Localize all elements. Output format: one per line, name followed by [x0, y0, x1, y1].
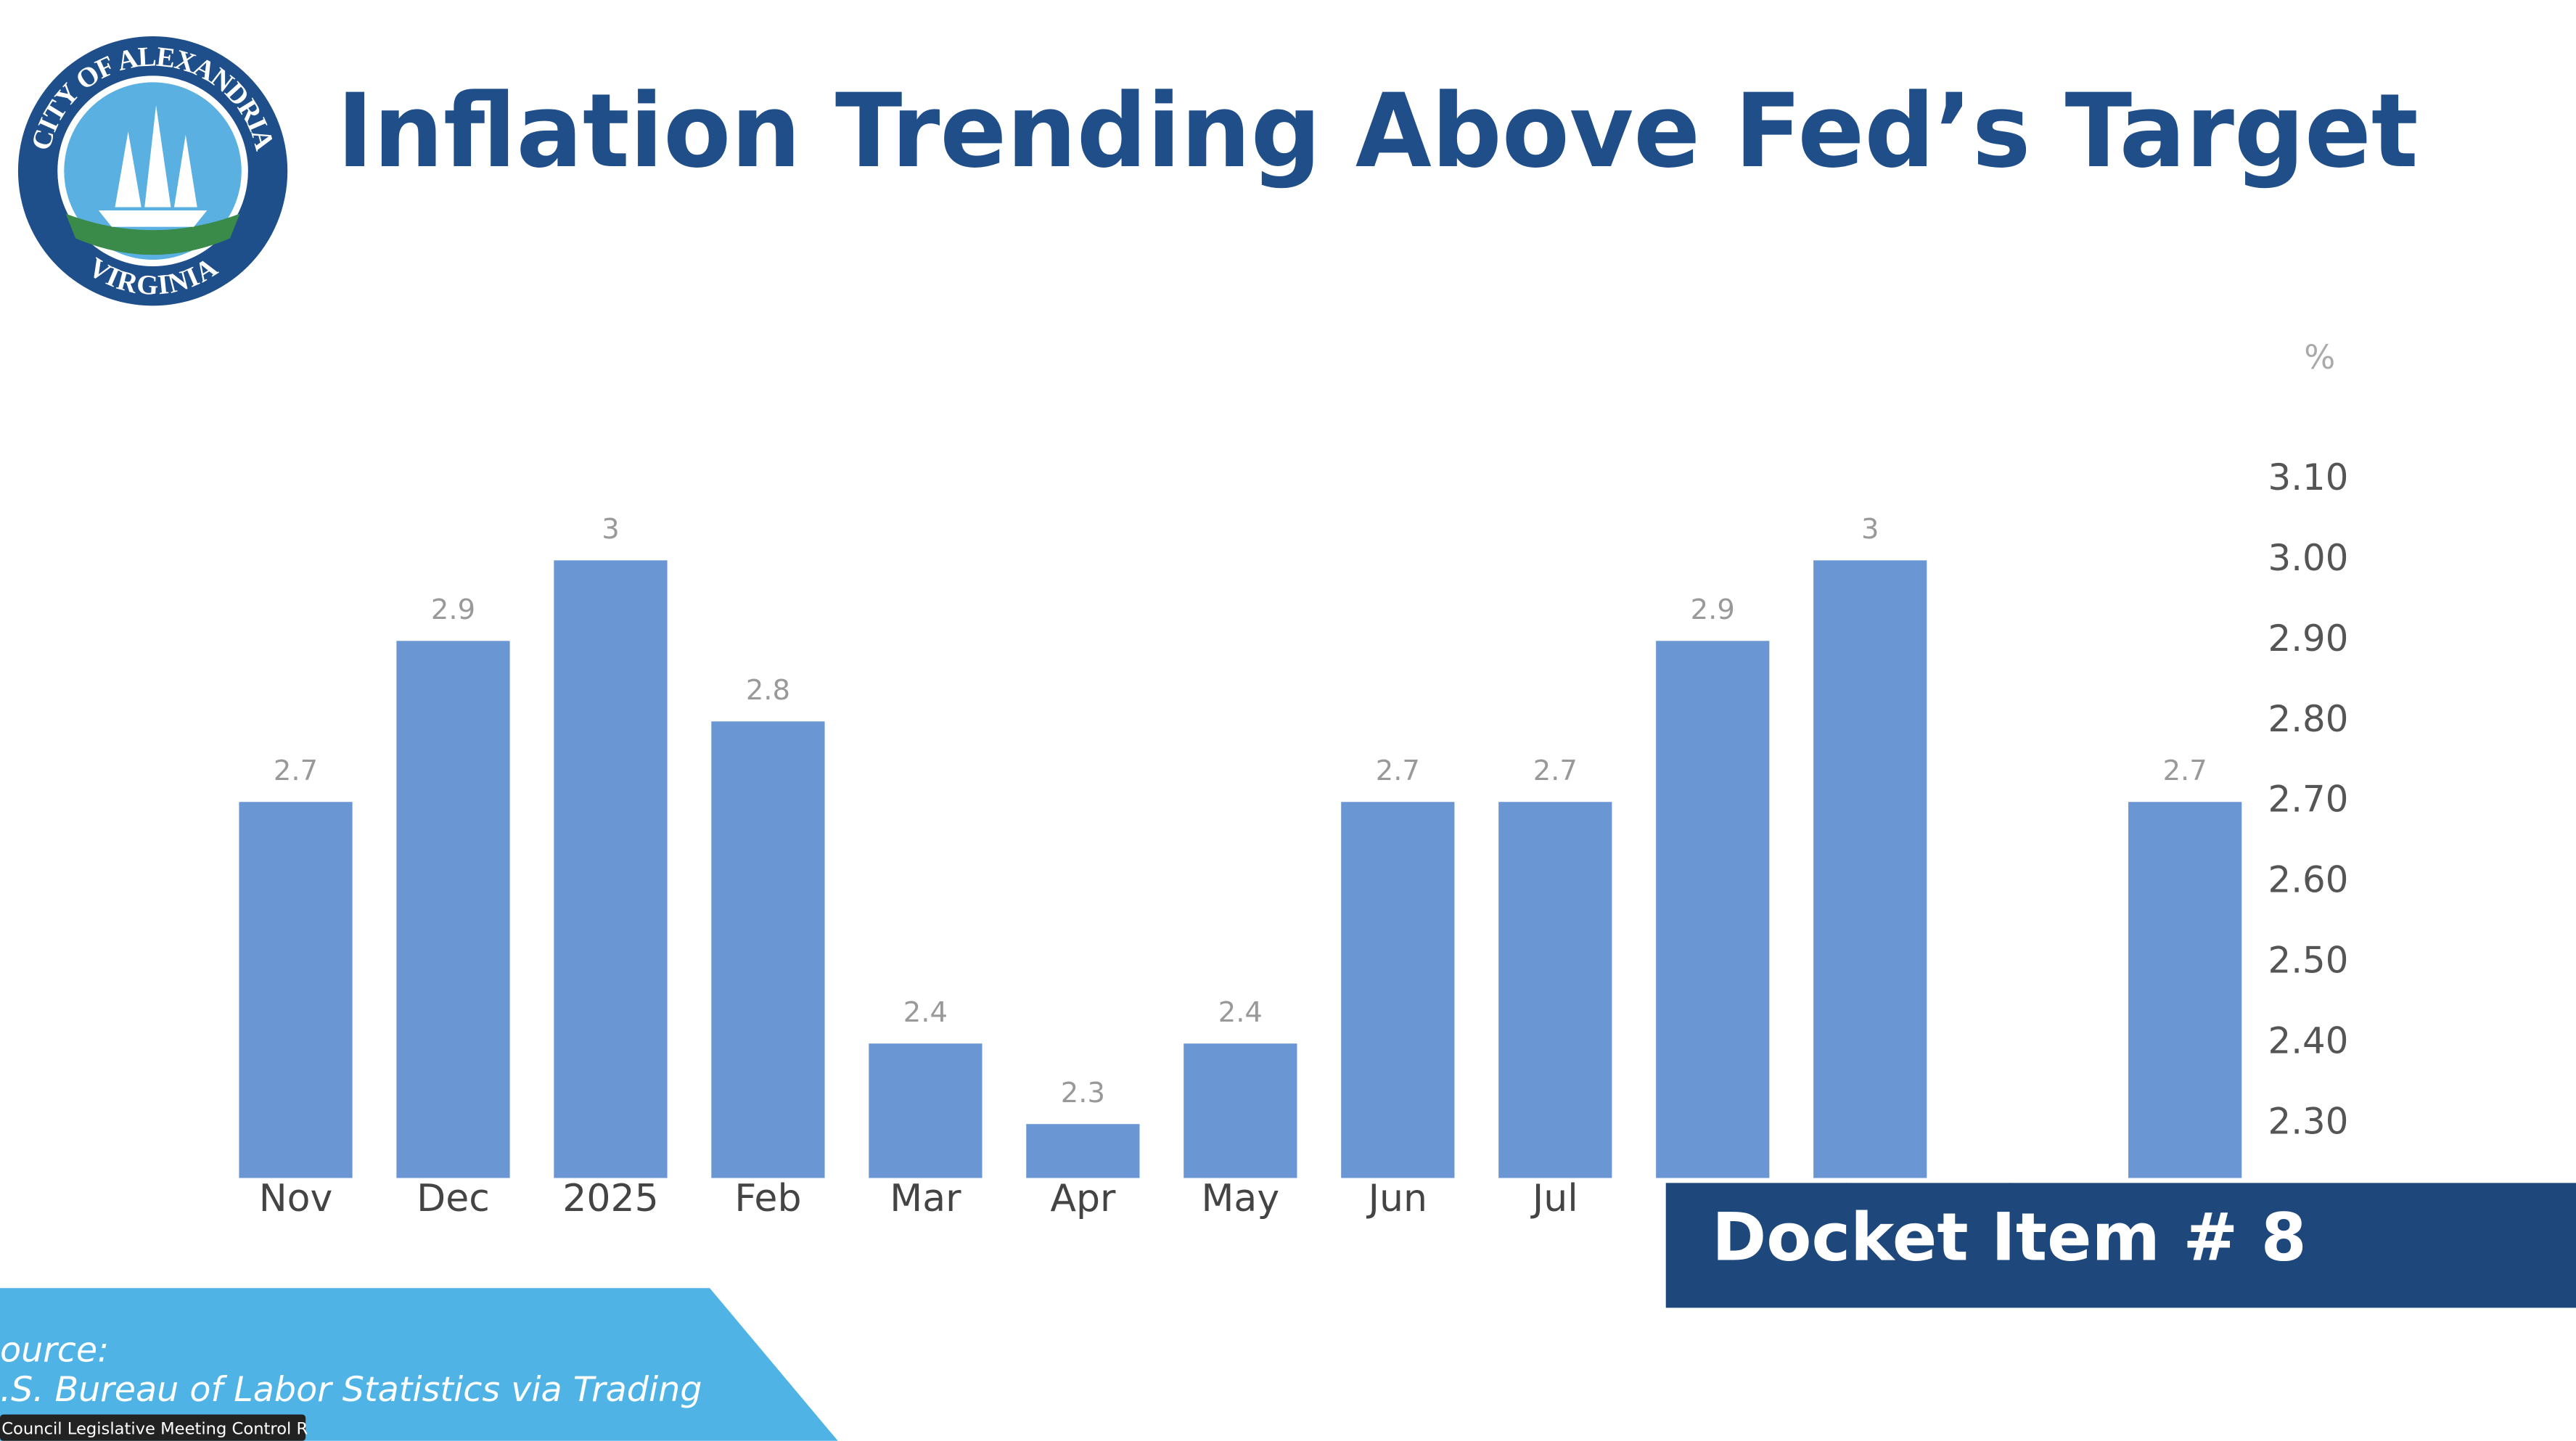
- bar: [1813, 560, 1927, 1178]
- docket-text: Docket Item # 8: [1712, 1200, 2307, 1276]
- caption: Council Legislative Meeting Control R: [1, 1419, 308, 1438]
- bar: [1184, 1043, 1297, 1178]
- plot: 2.30 2.40 2.50 2.60 2.70 2.80 2.90 3.00 3.10 Nov 2…: [239, 456, 2348, 1220]
- logo-waves: [65, 213, 240, 255]
- y-tick-label: 2.70: [2268, 779, 2349, 821]
- value-label: 2.4: [1218, 996, 1263, 1029]
- value-label: 2.7: [1533, 755, 1578, 787]
- source-band: [0, 1288, 838, 1441]
- y-axis-label: %: [2304, 338, 2335, 377]
- overlays: Docket Item # 8 ource: .S. Bureau of Lab…: [0, 1183, 2576, 1441]
- value-label: 2.8: [746, 674, 790, 707]
- y-tick-label: 2.90: [2268, 617, 2349, 660]
- bar: [1026, 1124, 1140, 1178]
- y-tick-label: 2.30: [2268, 1101, 2349, 1143]
- bar: [554, 560, 668, 1178]
- y-tick-label: 3.00: [2268, 537, 2349, 579]
- bar: [869, 1043, 983, 1178]
- source-line2: .S. Bureau of Labor Statistics via Tradi…: [0, 1370, 702, 1410]
- x-tick-label: Nov: [259, 1177, 333, 1220]
- x-tick-label: May: [1202, 1177, 1280, 1220]
- x-tick-label: Apr: [1050, 1177, 1116, 1220]
- bar: [1498, 802, 1612, 1178]
- bar: [2128, 802, 2242, 1178]
- chart-title: Inflation Trending Above Fed’s Target: [337, 73, 2419, 191]
- logo-sails: [115, 105, 197, 208]
- value-label: 2.7: [1376, 755, 1420, 787]
- bar: [711, 721, 825, 1178]
- x-tick-label: 2025: [562, 1177, 659, 1220]
- y-tick-label: 2.50: [2268, 940, 2349, 982]
- bar: [1341, 802, 1455, 1178]
- logo: CITY OF ALEXANDRIA VIRGINIA: [17, 36, 288, 306]
- logo-hull: [98, 210, 208, 227]
- source-line1: ource:: [0, 1331, 109, 1371]
- x-tick-label: Jun: [1366, 1177, 1427, 1220]
- value-label: 2.9: [431, 594, 475, 626]
- x-tick-label: Feb: [734, 1177, 801, 1220]
- y-tick-label: 3.10: [2268, 456, 2349, 498]
- x-tick-label: Jul: [1530, 1177, 1578, 1220]
- x-tick-label: Mar: [890, 1177, 961, 1220]
- bar: [239, 802, 353, 1178]
- value-label: 2.7: [2163, 755, 2207, 787]
- value-label: 2.4: [903, 996, 948, 1029]
- value-label: 2.7: [274, 755, 318, 787]
- y-tick-label: 2.80: [2268, 698, 2349, 740]
- bar: [396, 641, 510, 1178]
- caption-box: [0, 1414, 306, 1441]
- bar: [1656, 641, 1770, 1178]
- value-label: 2.9: [1691, 594, 1735, 626]
- value-label: 3: [1861, 513, 1879, 546]
- y-tick-label: 2.40: [2268, 1020, 2349, 1062]
- y-tick-label: 2.60: [2268, 859, 2349, 901]
- value-label: 3: [602, 513, 619, 546]
- docket-banner: [1665, 1183, 2576, 1308]
- value-label: 2.3: [1061, 1077, 1105, 1109]
- x-tick-label: Dec: [417, 1177, 490, 1220]
